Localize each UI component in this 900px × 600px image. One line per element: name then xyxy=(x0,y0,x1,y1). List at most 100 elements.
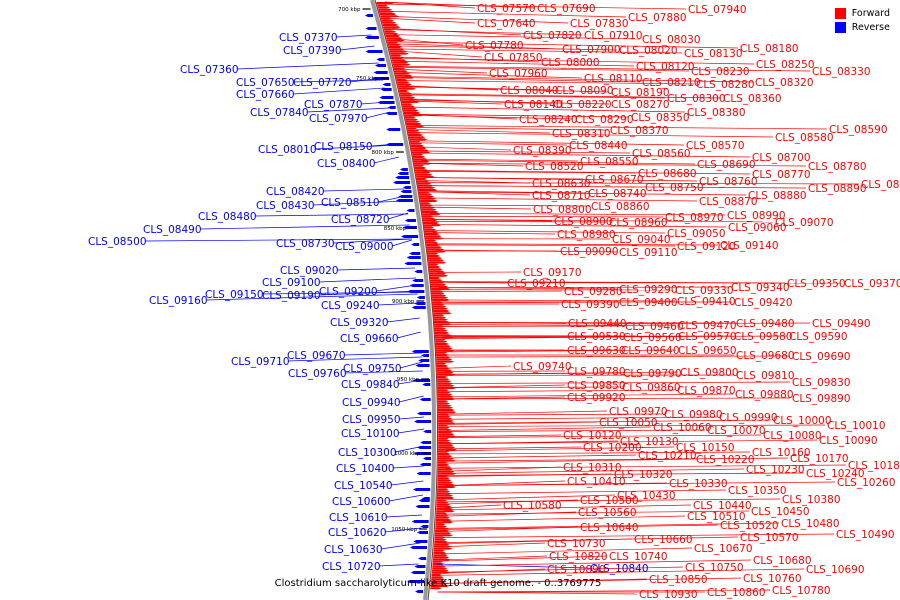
forward-feature xyxy=(434,538,447,541)
reverse-leader-line xyxy=(388,494,423,502)
reverse-gene-label: CLS_07360 xyxy=(180,64,239,76)
forward-leader-line xyxy=(426,191,747,196)
forward-leader-line xyxy=(439,568,805,576)
reverse-leader-line xyxy=(360,101,388,105)
forward-legend-label: Forward xyxy=(851,8,890,19)
forward-gene-label: CLS_10220 xyxy=(696,454,755,466)
forward-gene-label: CLS_10050 xyxy=(599,417,658,429)
forward-feature xyxy=(397,83,412,86)
forward-leader-line xyxy=(444,499,579,505)
forward-leader-line xyxy=(399,57,755,65)
reverse-leader-line xyxy=(344,370,423,374)
forward-gene-label: CLS_08350 xyxy=(631,112,690,124)
forward-feature xyxy=(435,343,450,345)
reverse-leader-line xyxy=(394,445,425,453)
forward-gene-label: CLS_07940 xyxy=(688,4,747,16)
forward-gene-label: CLS_09470 xyxy=(678,320,737,332)
forward-feature xyxy=(408,136,426,139)
forward-feature xyxy=(437,406,454,409)
reverse-leader-line xyxy=(387,212,409,220)
forward-gene-label: CLS_09370 xyxy=(844,278,900,290)
forward-leader-line xyxy=(421,162,807,167)
forward-leader-line xyxy=(430,215,664,218)
forward-feature xyxy=(403,109,419,112)
forward-feature xyxy=(429,268,443,271)
reverse-leader-line xyxy=(312,200,407,206)
forward-feature xyxy=(437,382,454,385)
forward-leader-line xyxy=(443,515,686,522)
forward-feature xyxy=(436,499,448,502)
forward-gene-label: CLS_09070 xyxy=(775,217,834,229)
forward-leader-line xyxy=(439,566,684,573)
forward-gene-label: CLS_10820 xyxy=(549,551,608,563)
forward-feature xyxy=(432,560,444,563)
forward-leader-line xyxy=(445,454,637,459)
forward-leader-line xyxy=(446,446,675,452)
forward-leader-line xyxy=(416,132,774,138)
forward-leader-line xyxy=(421,159,696,165)
forward-feature xyxy=(433,318,449,321)
forward-gene-label: CLS_08180 xyxy=(740,43,799,55)
forward-gene-label: CLS_08140 xyxy=(504,99,563,111)
scale-tick-label: 850 kbp xyxy=(384,226,407,232)
forward-gene-label: CLS_09790 xyxy=(623,368,682,380)
forward-leader-line xyxy=(445,457,789,462)
reverse-feature xyxy=(402,186,411,189)
forward-feature xyxy=(435,516,451,519)
reverse-gene-label: CLS_09100 xyxy=(262,277,321,289)
forward-feature xyxy=(428,266,441,268)
forward-leader-line xyxy=(395,41,739,49)
forward-feature xyxy=(437,477,451,480)
forward-feature xyxy=(434,327,447,330)
reverse-feature xyxy=(373,71,388,74)
forward-gene-label: CLS_09640 xyxy=(621,345,680,357)
forward-leader-line xyxy=(385,3,687,10)
forward-feature xyxy=(386,39,405,42)
reverse-leader-line xyxy=(397,428,425,434)
forward-leader-line xyxy=(429,206,532,210)
forward-gene-label: CLS_07900 xyxy=(562,44,621,56)
forward-gene-label: CLS_08750 xyxy=(645,182,704,194)
forward-leader-line xyxy=(423,171,637,174)
reverse-feature xyxy=(419,398,431,401)
reverse-gene-label: CLS_08490 xyxy=(143,224,202,236)
reverse-gene-label: CLS_10300 xyxy=(338,447,397,459)
forward-feature xyxy=(415,173,433,176)
scale-tick-label: 800 kbp xyxy=(372,150,395,156)
forward-gene-label: CLS_09140 xyxy=(720,240,779,252)
reverse-gene-label: CLS_08480 xyxy=(198,211,257,223)
reverse-leader-line xyxy=(236,62,379,70)
forward-feature xyxy=(407,129,420,132)
forward-leader-line xyxy=(439,290,563,293)
forward-feature xyxy=(387,43,401,46)
forward-feature xyxy=(436,360,455,363)
forward-leader-line xyxy=(441,547,693,555)
forward-leader-line xyxy=(410,106,686,113)
reverse-feature xyxy=(404,262,422,265)
forward-leader-line xyxy=(404,77,641,83)
forward-leader-line xyxy=(431,224,727,228)
forward-feature xyxy=(438,426,450,429)
forward-leader-line xyxy=(444,355,791,358)
forward-gene-label: CLS_09690 xyxy=(792,351,851,363)
reverse-gene-label: CLS_10400 xyxy=(336,463,395,475)
reverse-leader-line xyxy=(306,107,390,113)
forward-gene-label: CLS_08860 xyxy=(591,201,650,213)
forward-gene-label: CLS_07820 xyxy=(523,30,582,42)
forward-feature xyxy=(403,107,417,110)
forward-leader-line xyxy=(423,170,751,175)
reverse-gene-label: CLS_08720 xyxy=(331,214,390,226)
reverse-leader-line xyxy=(343,352,423,356)
reverse-feature xyxy=(400,190,412,193)
forward-feature xyxy=(435,345,452,348)
reverse-feature xyxy=(411,350,429,353)
reverse-leader-line xyxy=(292,79,383,83)
forward-leader-line xyxy=(446,434,562,437)
reverse-gene-label: CLS_09190 xyxy=(262,290,321,302)
forward-feature xyxy=(436,494,454,497)
forward-feature xyxy=(414,167,427,169)
reverse-gene-label: CLS_09950 xyxy=(342,414,401,426)
forward-feature xyxy=(432,569,449,572)
reverse-leader-line xyxy=(318,277,417,283)
reverse-leader-line xyxy=(349,77,383,83)
